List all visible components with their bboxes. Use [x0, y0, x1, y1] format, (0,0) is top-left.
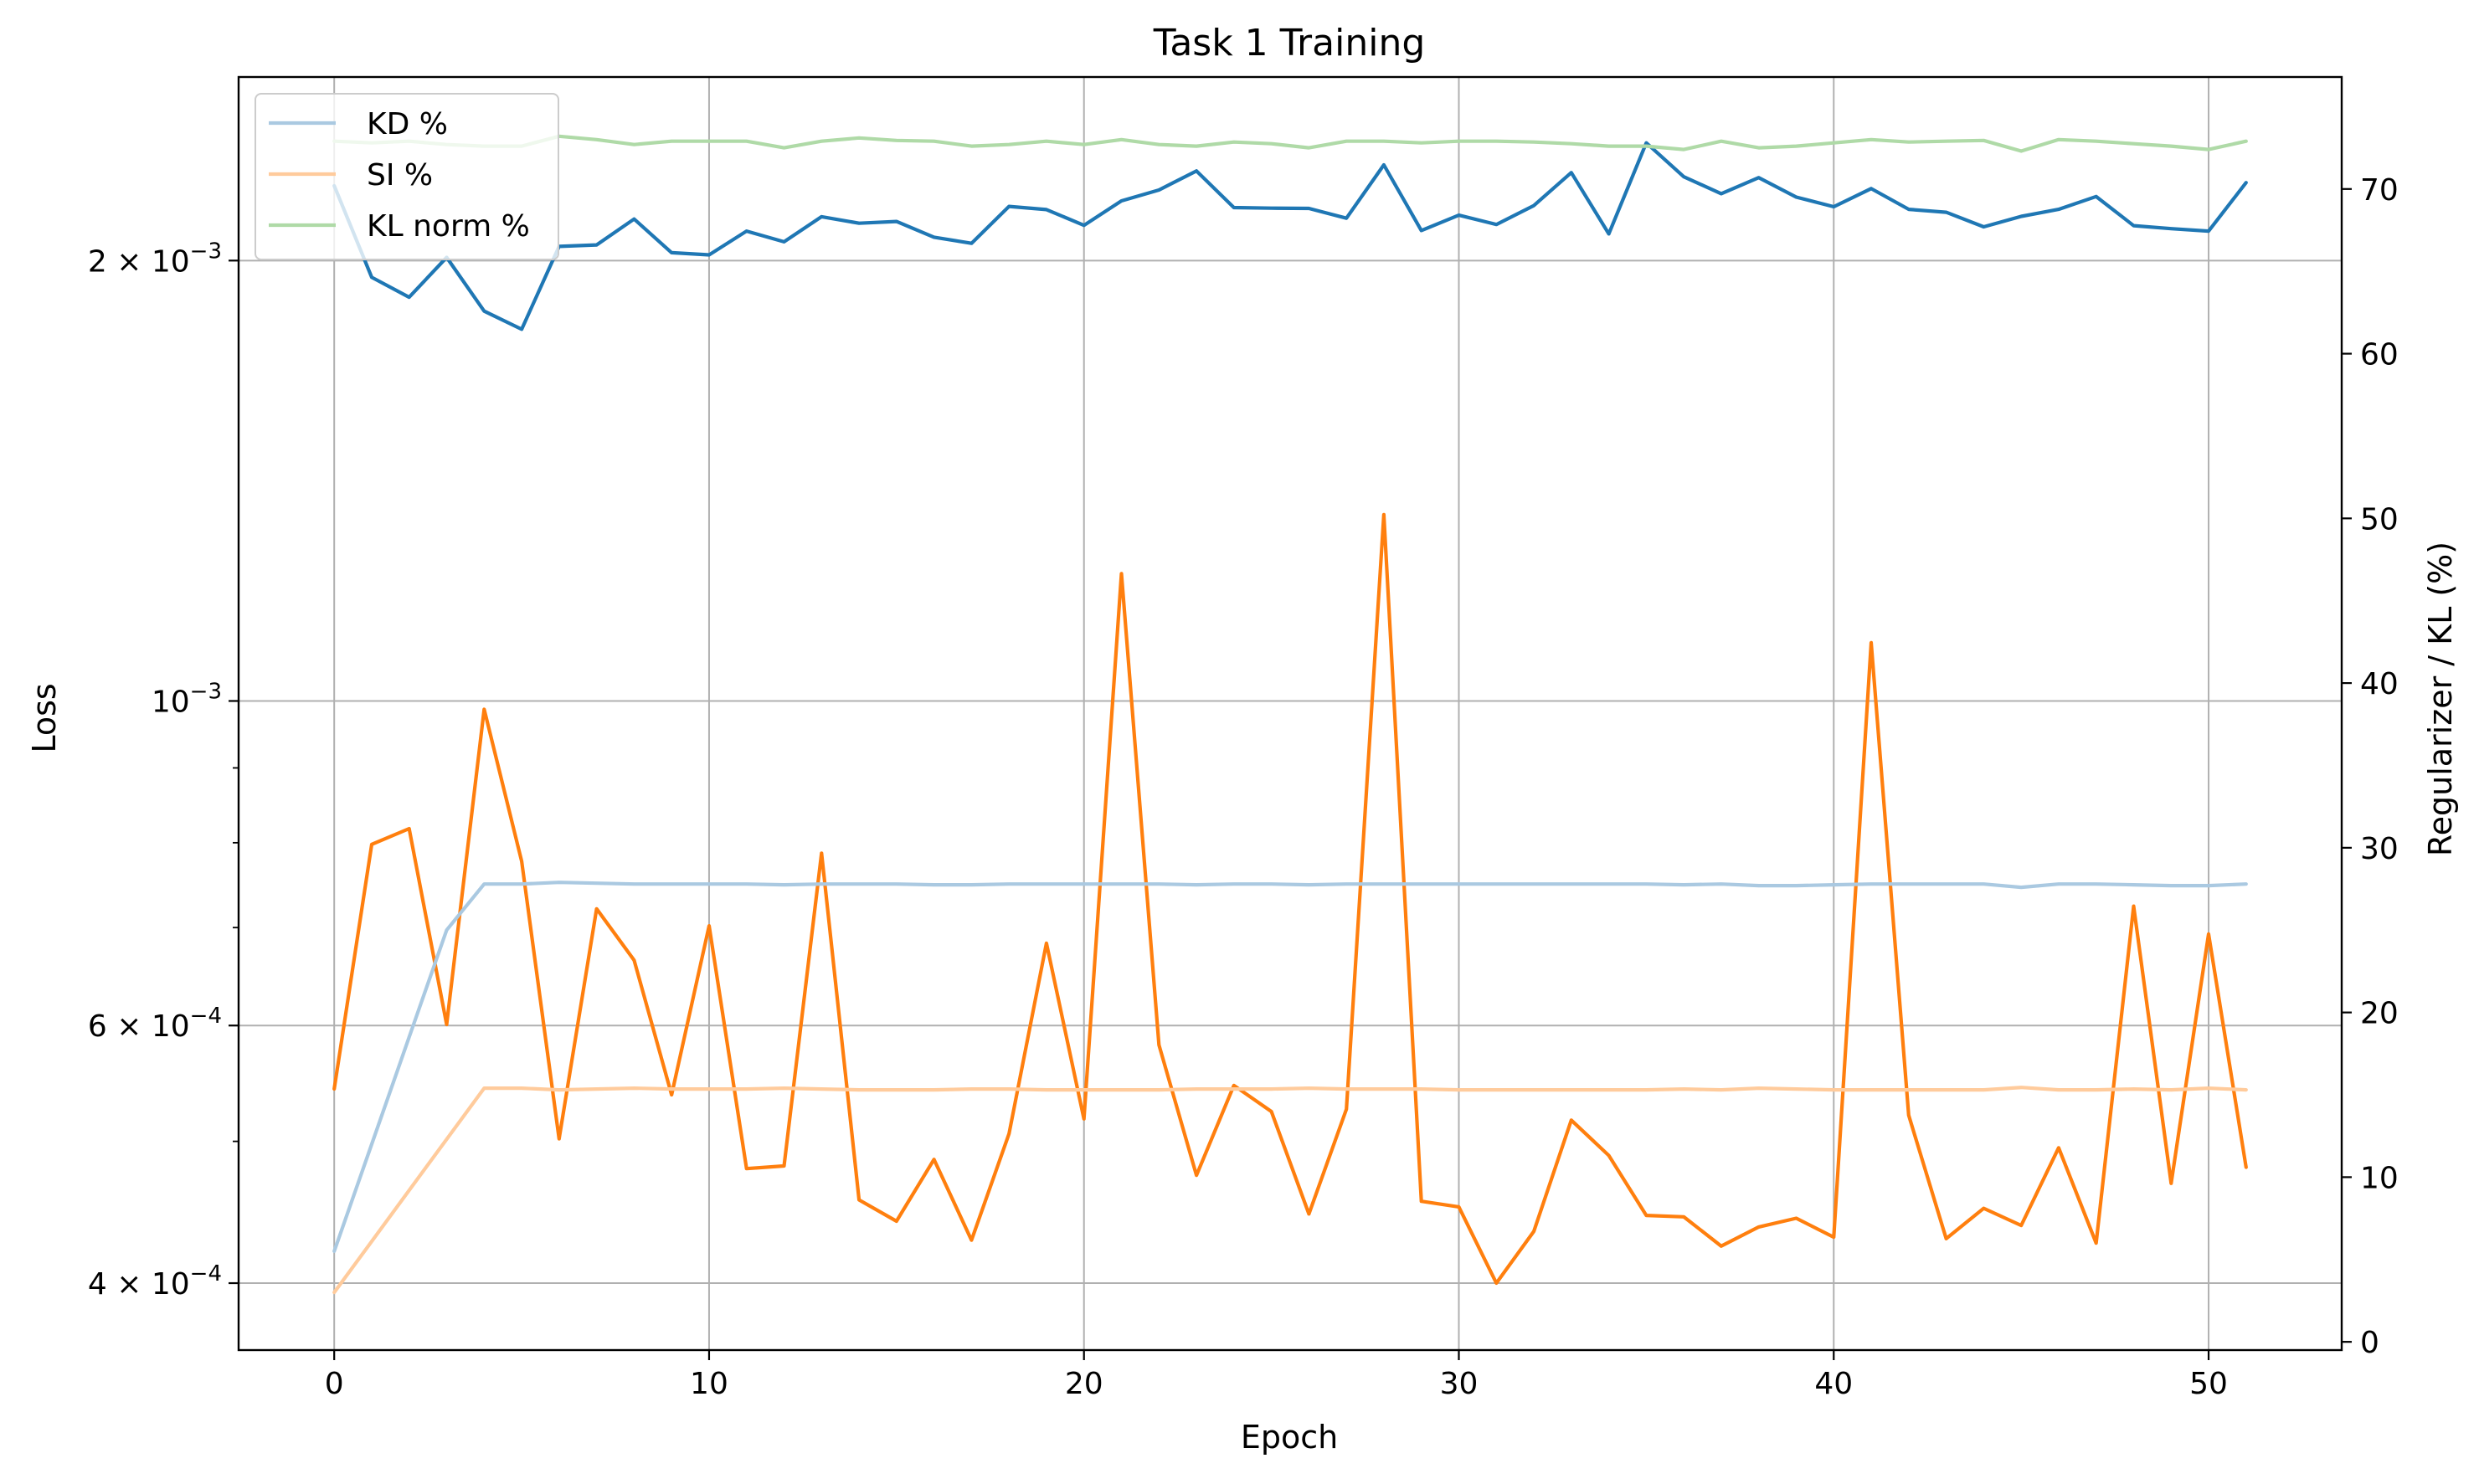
- y2-tick-label: 10: [2360, 1161, 2399, 1195]
- y2-tick-label: 20: [2360, 997, 2399, 1031]
- y2-tick-label: 70: [2360, 173, 2399, 208]
- y2-tick-label: 60: [2360, 338, 2399, 372]
- y-axis-label: Loss: [26, 683, 63, 752]
- y-tick-label: 2 × 10−3: [88, 239, 222, 279]
- grid-lines: [239, 77, 2342, 1350]
- y2-tick-label: 0: [2360, 1326, 2379, 1360]
- x-tick-label: 40: [1814, 1367, 1853, 1401]
- y-tick-label: 4 × 10−4: [88, 1261, 222, 1302]
- legend: KD % SI % KL norm %: [255, 93, 559, 260]
- pct-series-line-2: [332, 134, 2248, 153]
- y-tick-label: 10−3: [152, 679, 222, 719]
- plot-frame: [237, 75, 2343, 1352]
- loss-series-line-0: [332, 141, 2248, 331]
- y2-tick-label: 50: [2360, 502, 2399, 537]
- y2-tick-label: 30: [2360, 832, 2399, 866]
- x-tick-label: 20: [1065, 1367, 1103, 1401]
- y-tick-label: 6 × 10−4: [88, 1004, 222, 1044]
- x-tick-label: 50: [2189, 1367, 2228, 1401]
- legend-box: [255, 93, 559, 260]
- axes: 0 10 20 30 40 50 2 × 10−3 10−3 6 × 10−4 4 × 10−4 0…: [88, 75, 2399, 1401]
- x-tick-label: 30: [1440, 1367, 1479, 1401]
- y2-axis-label: Regularizer / KL (%): [2422, 542, 2459, 856]
- chart-title: Task 1 Training: [1153, 22, 1426, 64]
- y2-tick-label: 40: [2360, 667, 2399, 701]
- legend-label: KD %: [367, 107, 448, 141]
- x-axis-label: Epoch: [1241, 1419, 1338, 1456]
- pct-series-line-0: [332, 881, 2248, 1253]
- loss-series-line-1: [332, 512, 2248, 1286]
- legend-label: SI %: [367, 158, 433, 193]
- x-tick-label: 10: [690, 1367, 728, 1401]
- legend-label: KL norm %: [367, 209, 530, 244]
- plot-lines: [332, 134, 2248, 1295]
- pct-series-line-1: [332, 1086, 2248, 1295]
- x-tick-label: 0: [325, 1367, 344, 1401]
